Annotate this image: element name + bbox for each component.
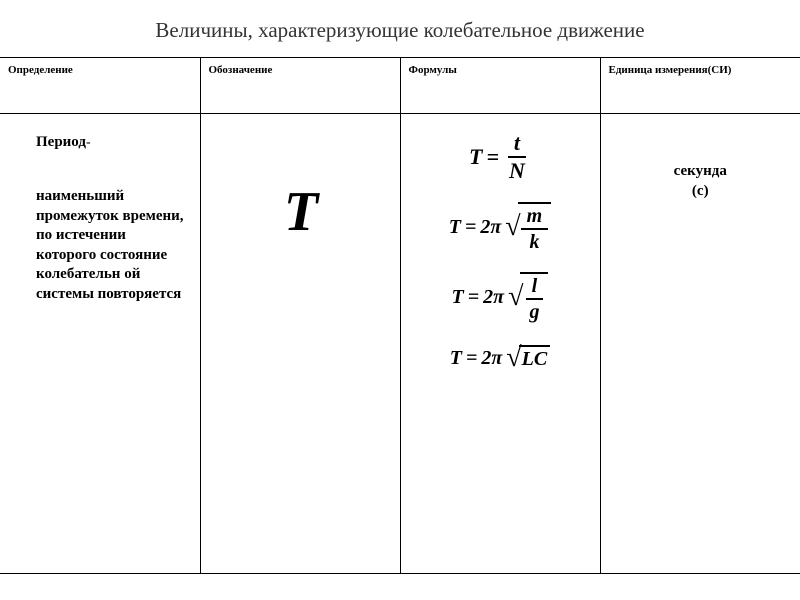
header-notation: Обозначение xyxy=(200,58,400,114)
table-row: Период- наименьший промежуток времени, п… xyxy=(0,114,800,574)
f3-num: l xyxy=(526,276,544,300)
f4-coef: 2π xyxy=(481,347,502,370)
cell-notation: T xyxy=(200,114,400,574)
formula-2: T = 2π √ m k xyxy=(449,202,551,252)
f2-num: m xyxy=(521,206,549,230)
f4-lhs: T xyxy=(450,347,462,370)
cell-definition: Период- наименьший промежуток времени, п… xyxy=(0,114,200,574)
quantities-table: Определение Обозначение Формулы Единица … xyxy=(0,57,800,574)
term-dash: - xyxy=(86,135,91,150)
formula-3: T = 2π √ l g xyxy=(452,272,549,322)
cell-unit: секунда (с) xyxy=(600,114,800,574)
f3-eq: = xyxy=(468,286,479,309)
table-header-row: Определение Обозначение Формулы Единица … xyxy=(0,58,800,114)
header-unit: Единица измерения(СИ) xyxy=(600,58,800,114)
f4-rad: LC xyxy=(519,345,551,371)
header-definition: Определение xyxy=(0,58,200,114)
f2-coef: 2π xyxy=(480,216,501,239)
f2-eq: = xyxy=(465,216,476,239)
f2-den: k xyxy=(523,230,545,252)
f3-lhs: T xyxy=(452,286,464,309)
page-title: Величины, характеризующие колебательное … xyxy=(0,0,800,57)
f4-eq: = xyxy=(466,347,477,370)
f1-den: N xyxy=(503,158,531,182)
header-formulas: Формулы xyxy=(400,58,600,114)
symbol-T: T xyxy=(209,180,392,244)
f3-coef: 2π xyxy=(483,286,504,309)
cell-formulas: T = t N T = 2π √ m k T = 2π √ xyxy=(400,114,600,574)
f1-eq: = xyxy=(487,144,500,170)
term-description: наименьший промежуток времени, по истече… xyxy=(36,187,186,304)
term-name: Период xyxy=(36,134,86,150)
formula-4: T = 2π √ LC xyxy=(450,342,550,374)
formula-1: T = t N xyxy=(469,132,531,182)
f1-lhs: T xyxy=(469,144,482,170)
f3-den: g xyxy=(523,300,545,322)
unit-name: секунда xyxy=(609,162,793,182)
f2-lhs: T xyxy=(449,216,461,239)
unit-symbol: (с) xyxy=(609,182,793,202)
f1-num: t xyxy=(508,132,526,158)
